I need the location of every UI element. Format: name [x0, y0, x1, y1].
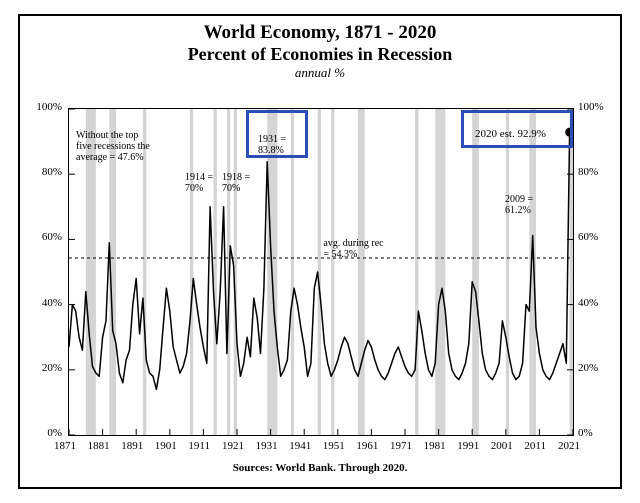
x-tick: 2021: [558, 440, 580, 452]
x-tick: 1901: [155, 440, 177, 452]
x-tick: 1991: [457, 440, 479, 452]
x-tick: 1881: [88, 440, 110, 452]
chart-annotation: 1918 = 70%: [222, 172, 250, 194]
title-line-2: Percent of Economies in Recession: [0, 44, 640, 65]
x-tick: 1951: [323, 440, 345, 452]
y-tick-right: 40%: [578, 297, 598, 309]
x-tick: 1961: [356, 440, 378, 452]
x-tick: 1931: [256, 440, 278, 452]
chart-titles: World Economy, 1871 - 2020 Percent of Ec…: [0, 22, 640, 81]
source-text: Sources: World Bank. Through 2020.: [0, 462, 640, 474]
x-tick: 1981: [424, 440, 446, 452]
y-tick-right: 80%: [578, 166, 598, 178]
y-tick-right: 0%: [578, 427, 593, 439]
y-tick-right: 20%: [578, 362, 598, 374]
y-tick-left: 80%: [42, 166, 62, 178]
title-line-3: annual %: [0, 65, 640, 81]
highlight-box: [246, 110, 308, 158]
chart-frame: World Economy, 1871 - 2020 Percent of Ec…: [0, 0, 640, 503]
highlight-box: [461, 110, 573, 148]
y-tick-right: 100%: [578, 101, 604, 113]
x-tick: 2001: [491, 440, 513, 452]
y-tick-left: 100%: [36, 101, 62, 113]
x-tick: 2011: [524, 440, 546, 452]
x-tick: 1871: [54, 440, 76, 452]
chart-annotation: Without the top five recessions the aver…: [76, 130, 150, 163]
avg-line-label: avg. during rec = 54.3%: [323, 238, 383, 260]
chart-annotation: 2009 = 61.2%: [505, 194, 533, 216]
chart-annotation: 1914 = 70%: [185, 172, 213, 194]
x-tick: 1891: [121, 440, 143, 452]
y-tick-left: 40%: [42, 297, 62, 309]
x-tick: 1921: [222, 440, 244, 452]
x-tick: 1971: [390, 440, 412, 452]
y-tick-left: 0%: [47, 427, 62, 439]
x-tick: 1911: [188, 440, 210, 452]
y-tick-left: 60%: [42, 231, 62, 243]
y-tick-left: 20%: [42, 362, 62, 374]
x-tick: 1941: [289, 440, 311, 452]
y-tick-right: 60%: [578, 231, 598, 243]
title-line-1: World Economy, 1871 - 2020: [0, 22, 640, 44]
